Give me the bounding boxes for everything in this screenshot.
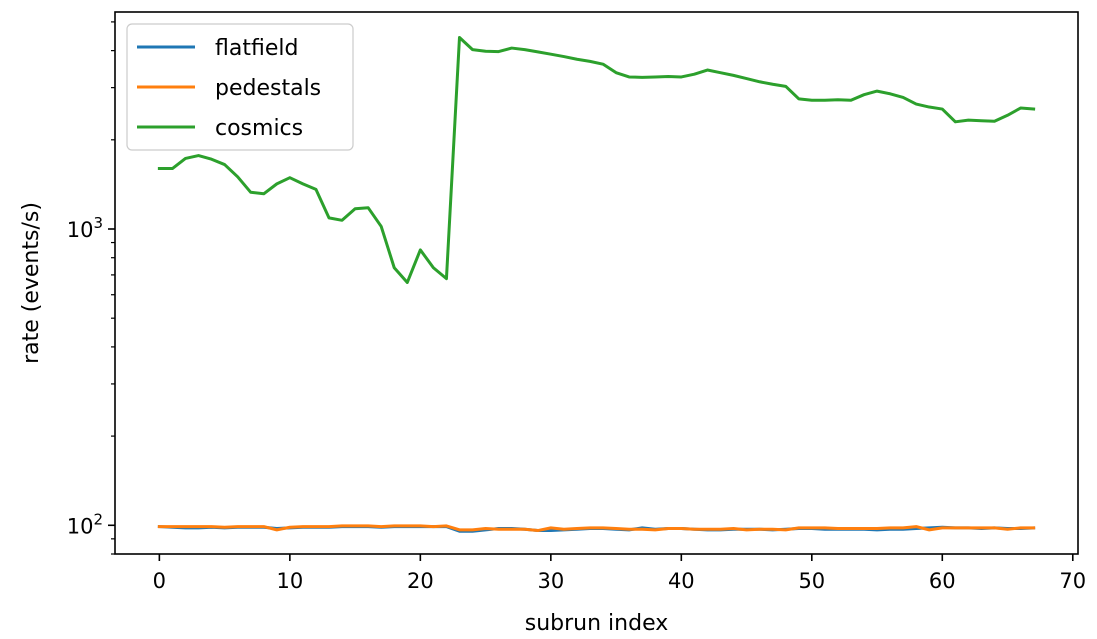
x-tick-label: 30 xyxy=(537,569,564,593)
legend: flatfield pedestals cosmics xyxy=(126,23,354,151)
x-tick-label: 50 xyxy=(798,569,825,593)
series-line-pedestals xyxy=(157,524,1036,533)
legend-label-flatfield: flatfield xyxy=(215,36,298,61)
x-tick-label: 10 xyxy=(276,569,303,593)
y-axis-label: rate (events/s) xyxy=(19,202,44,364)
x-tick-label: 20 xyxy=(407,569,434,593)
x-tick-label: 40 xyxy=(668,569,695,593)
legend-box xyxy=(126,23,354,151)
legend-label-cosmics: cosmics xyxy=(215,116,303,141)
x-tick-label: 70 xyxy=(1059,569,1086,593)
x-axis-label: subrun index xyxy=(525,611,668,636)
y-tick-label: 103 xyxy=(67,214,103,242)
legend-label-pedestals: pedestals xyxy=(215,76,321,101)
series-line-cosmics xyxy=(157,35,1036,284)
series-layer xyxy=(157,35,1036,533)
axes-frame xyxy=(114,11,1079,555)
y-tick-label: 102 xyxy=(67,510,103,538)
x-tick-label: 60 xyxy=(929,569,956,593)
ticks-layer: 0 10 20 30 40 50 60 70 102 103 xyxy=(67,21,1086,593)
x-tick-label: 0 xyxy=(153,569,166,593)
